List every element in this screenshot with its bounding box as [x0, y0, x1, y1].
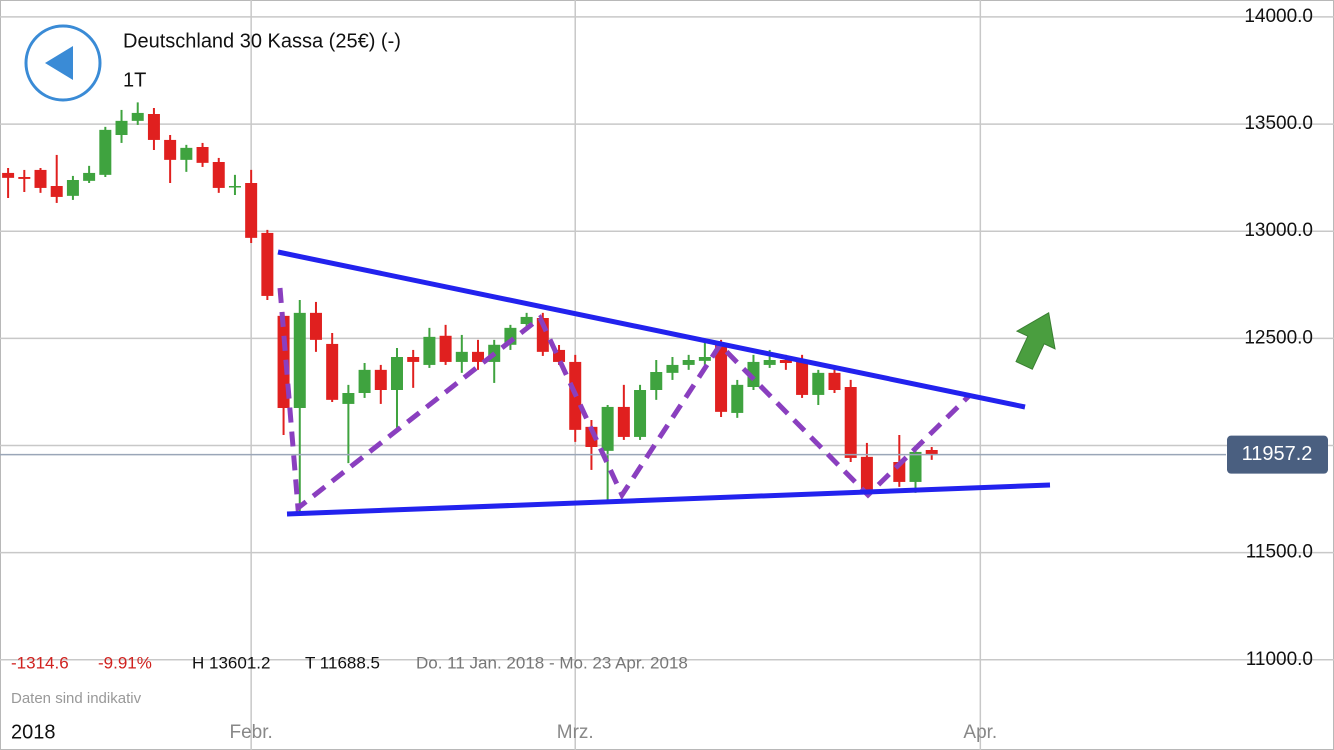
x-tick-label: Febr. [230, 722, 273, 743]
trendline-lower [286, 482, 1051, 517]
candle-body [358, 369, 371, 393]
candle-body [374, 369, 387, 390]
breakout-arrow [1015, 312, 1056, 370]
y-tick-label: 11500.0 [1246, 542, 1313, 563]
year-label: 2018 [11, 721, 56, 743]
last-price-label: 11957.2 [1242, 443, 1313, 465]
interval-label: 1T [123, 69, 146, 91]
date-range: Do. 11 Jan. 2018 - Mo. 23 Apr. 2018 [416, 653, 688, 672]
candle-body [601, 406, 614, 451]
candle-body [83, 172, 96, 181]
candle-body [504, 327, 517, 345]
candle-body [293, 312, 306, 408]
candle-body [715, 345, 728, 412]
change-percent: -9.91% [98, 653, 152, 672]
candle-body [99, 129, 112, 175]
candle-body [180, 147, 193, 160]
candle-body [634, 390, 647, 437]
candle-body [326, 343, 339, 400]
period-high: H 13601.2 [192, 653, 270, 672]
candle-body [196, 147, 209, 163]
y-tick-label: 13000.0 [1244, 220, 1313, 241]
change: -1314.6 [11, 653, 69, 672]
candle-body [731, 384, 744, 413]
y-tick-label: 13500.0 [1244, 113, 1313, 134]
pattern-zigzag [277, 287, 972, 513]
back-arrow[interactable] [45, 46, 73, 80]
period-low: T 11688.5 [305, 653, 380, 672]
candle-body [115, 120, 128, 135]
back-button[interactable] [24, 24, 102, 102]
candle-body [131, 112, 144, 121]
candle-body [147, 114, 160, 140]
x-tick-label: Apr. [963, 722, 997, 743]
candle-body [925, 450, 938, 455]
candle-body [520, 316, 533, 324]
candle-body [261, 232, 274, 296]
y-tick-label: 11000.0 [1246, 649, 1313, 670]
instrument-title: Deutschland 30 Kassa (25€) (-) [123, 30, 401, 52]
candle-body [812, 372, 825, 395]
candle-body [682, 360, 695, 365]
candle-body [617, 406, 630, 437]
candle-body [390, 357, 403, 390]
candle-body [2, 172, 15, 178]
candle-body [164, 139, 177, 160]
candle-body [245, 183, 258, 238]
trendline-upper [277, 249, 1026, 410]
candle-body [860, 456, 873, 490]
candle-body [34, 169, 47, 188]
y-tick-label: 12500.0 [1244, 327, 1313, 348]
candle-body [763, 360, 776, 365]
last-price-box [1227, 435, 1328, 474]
candle-body [309, 312, 322, 340]
disclaimer: Daten sind indikativ [11, 690, 142, 707]
candle-body [796, 360, 809, 395]
candle-body [666, 364, 679, 373]
candle-body [66, 180, 79, 196]
candle-body [828, 372, 841, 390]
candle-body [909, 451, 922, 482]
candle-body [455, 351, 468, 362]
candle-body [212, 162, 225, 188]
x-tick-label: Mrz. [557, 722, 594, 743]
candle-body [844, 387, 857, 458]
candle-body [779, 360, 792, 363]
candle-body [698, 357, 711, 361]
candle-body [407, 357, 420, 362]
candle-body [342, 393, 355, 404]
candle-body [747, 361, 760, 387]
candle-body [423, 336, 436, 365]
candle-body [472, 351, 485, 362]
y-tick-label: 14000.0 [1244, 6, 1313, 27]
candle-body [18, 177, 31, 179]
candle-body [50, 186, 63, 197]
candle-body [439, 335, 452, 362]
candle-body [228, 186, 241, 188]
candle-body [650, 372, 663, 390]
